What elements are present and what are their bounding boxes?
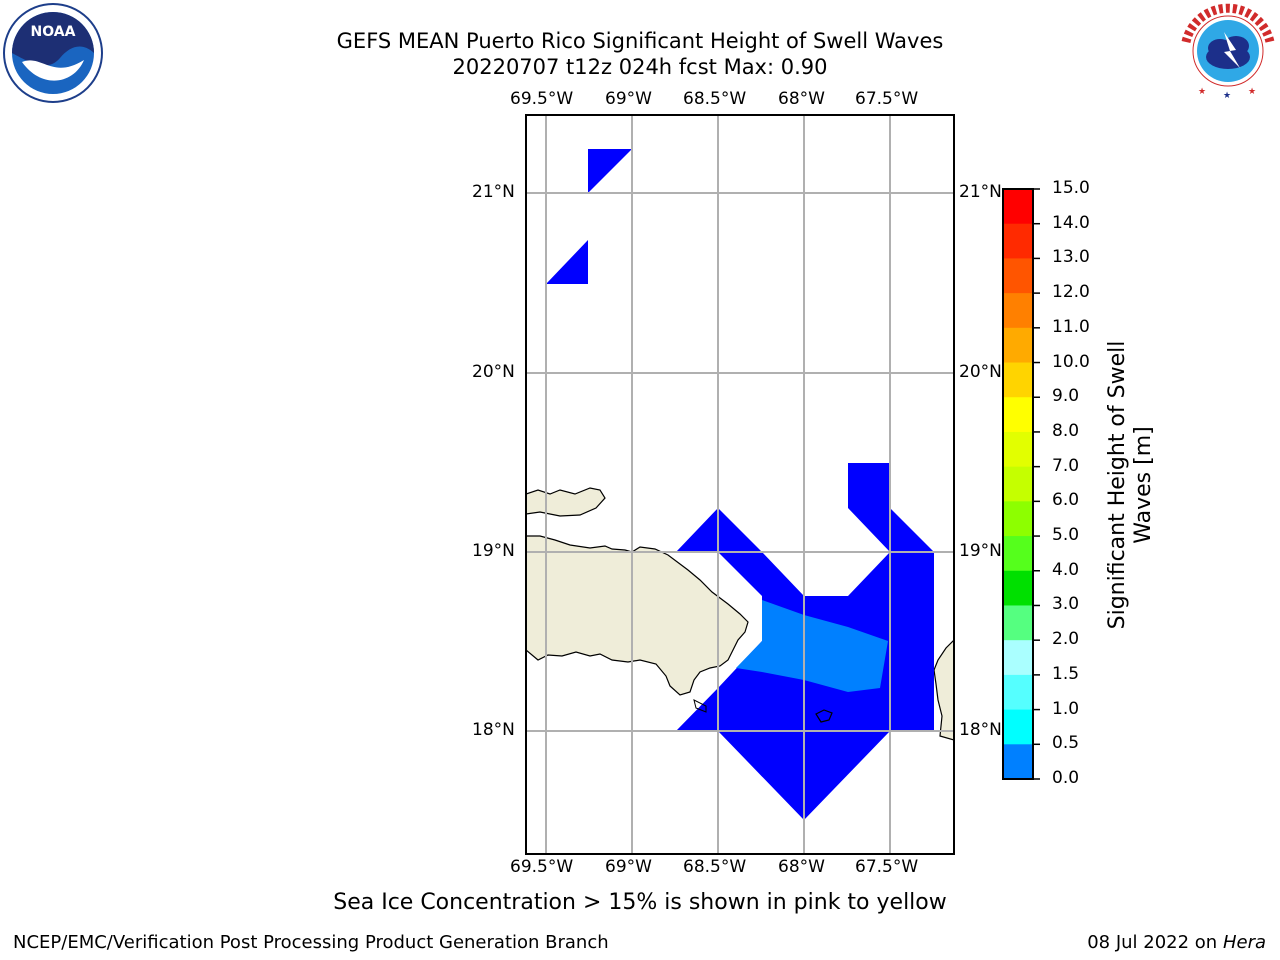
lat-label-right: 21°N <box>959 182 1002 202</box>
colorbar-segment <box>1003 536 1033 572</box>
colorbar-tick-label: 6.0 <box>1052 490 1080 511</box>
lat-label-left: 20°N <box>472 362 515 382</box>
colorbar-segment <box>1003 466 1033 502</box>
gridlines <box>526 115 954 854</box>
footer-date: 08 Jul 2022 on Hera <box>1087 932 1266 953</box>
lon-label-top: 69.5°W <box>510 89 574 109</box>
colorbar-tick-label: 1.0 <box>1052 698 1080 719</box>
noaa-logo: NOAA <box>3 3 103 103</box>
lon-label-bottom: 68°W <box>778 857 825 877</box>
page-subtitle: 20220707 t12z 024h fcst Max: 0.90 <box>452 55 828 79</box>
lat-label-right: 18°N <box>959 720 1002 740</box>
lon-label-top: 68°W <box>778 89 825 109</box>
wave-region-mid <box>736 600 888 692</box>
map-frame <box>525 114 955 855</box>
colorbar-tick-label: 2.0 <box>1052 629 1080 650</box>
colorbar-segment <box>1003 570 1033 606</box>
lat-label-left: 19°N <box>472 541 515 561</box>
wave-field <box>546 149 934 820</box>
colorbar-segment <box>1003 431 1033 468</box>
svg-text:★: ★ <box>1248 87 1256 97</box>
colorbar-segment <box>1003 223 1033 259</box>
colorbar-segment <box>1003 605 1033 641</box>
colorbar-tick-label: 11.0 <box>1052 316 1090 337</box>
lat-label-left: 21°N <box>472 182 515 202</box>
colorbar-tick-label: 12.0 <box>1052 282 1090 303</box>
lon-label-top: 67.5°W <box>855 89 919 109</box>
colorbar-segment <box>1003 744 1033 780</box>
page-title: GEFS MEAN Puerto Rico Significant Height… <box>336 29 944 53</box>
colorbar-tick-label: 9.0 <box>1052 386 1080 407</box>
colorbar-tick-label: 14.0 <box>1052 212 1090 233</box>
land-hispaniola <box>526 535 749 696</box>
colorbar-segment <box>1003 189 1033 225</box>
colorbar-segment <box>1003 501 1033 537</box>
colorbar-segment <box>1003 362 1033 398</box>
lon-label-top: 69°W <box>605 89 652 109</box>
colorbar-segment <box>1003 258 1033 294</box>
colorbar-tick-label: 10.0 <box>1052 351 1090 372</box>
svg-text:★: ★ <box>1223 91 1231 100</box>
land-puerto-rico <box>933 639 954 741</box>
wave-region-north-b <box>546 240 588 284</box>
colorbar-tick-label: 0.0 <box>1052 768 1080 788</box>
lon-label-top: 68.5°W <box>683 89 747 109</box>
colorbar-segment <box>1003 293 1033 329</box>
lon-label-bottom: 67.5°W <box>855 857 919 877</box>
colorbar-tick-label: 4.0 <box>1052 559 1080 580</box>
colorbar-tick-label: 7.0 <box>1052 455 1080 476</box>
colorbar-segment <box>1003 327 1033 364</box>
lat-label-right: 20°N <box>959 362 1002 382</box>
lat-label-right: 19°N <box>959 541 1002 561</box>
colorbar-tick-label: 8.0 <box>1052 420 1080 441</box>
land-hispaniola-north <box>526 487 606 517</box>
caption: Sea Ice Concentration > 15% is shown in … <box>333 890 947 915</box>
colorbar-tick-label: 1.5 <box>1052 663 1080 684</box>
colorbar-label-line2: Waves [m] <box>1131 426 1156 543</box>
footer-date-text: 08 Jul 2022 on <box>1087 932 1223 953</box>
lon-label-bottom: 69°W <box>605 857 652 877</box>
colorbar-frame <box>1002 188 1034 780</box>
nws-logo: ★ ★ ★ <box>1181 3 1275 100</box>
lon-label-bottom: 69.5°W <box>510 857 574 877</box>
colorbar-segment <box>1003 709 1033 745</box>
colorbar-tick-label: 0.5 <box>1052 733 1080 754</box>
colorbar <box>1003 188 1040 780</box>
svg-text:★: ★ <box>1198 87 1206 97</box>
wave-region-north-a <box>588 149 632 193</box>
colorbar-tick-label: 13.0 <box>1052 247 1090 268</box>
colorbar-label-line1: Significant Height of Swell <box>1105 341 1130 630</box>
colorbar-segment <box>1003 397 1033 433</box>
colorbar-tick-label: 5.0 <box>1052 525 1080 546</box>
colorbar-segment <box>1003 674 1033 711</box>
colorbar-tick-label: 3.0 <box>1052 594 1080 615</box>
lat-label-left: 18°N <box>472 720 515 740</box>
footer-credit: NCEP/EMC/Verification Post Processing Pr… <box>13 932 609 953</box>
lon-label-bottom: 68.5°W <box>683 857 747 877</box>
noaa-logo-text: NOAA <box>31 24 76 40</box>
colorbar-tick-label: 15.0 <box>1052 178 1090 198</box>
footer-machine: Hera <box>1222 932 1266 953</box>
land-mona-island <box>815 709 833 723</box>
colorbar-segment <box>1003 640 1033 676</box>
